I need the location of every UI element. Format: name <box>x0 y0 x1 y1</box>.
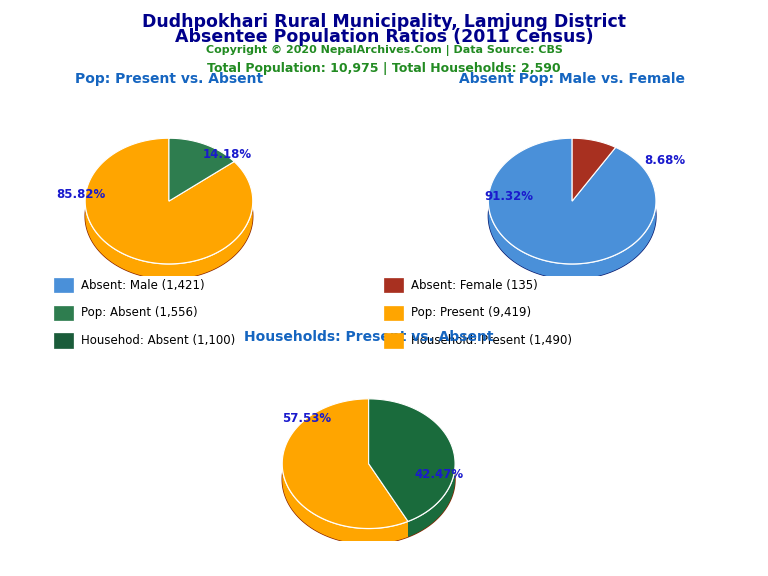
Polygon shape <box>572 138 616 162</box>
Text: 8.68%: 8.68% <box>644 154 685 168</box>
Text: Copyright © 2020 NepalArchives.Com | Data Source: CBS: Copyright © 2020 NepalArchives.Com | Dat… <box>206 45 562 56</box>
Text: Absent Pop: Male vs. Female: Absent Pop: Male vs. Female <box>459 73 685 86</box>
Polygon shape <box>85 138 253 264</box>
Text: Pop: Present (9,419): Pop: Present (9,419) <box>411 306 531 319</box>
Text: Dudhpokhari Rural Municipality, Lamjung District: Dudhpokhari Rural Municipality, Lamjung … <box>142 13 626 31</box>
Polygon shape <box>488 138 656 264</box>
Polygon shape <box>169 138 234 177</box>
Polygon shape <box>488 153 656 279</box>
Polygon shape <box>369 399 455 537</box>
Text: Household: Present (1,490): Household: Present (1,490) <box>411 334 572 347</box>
Polygon shape <box>488 138 656 264</box>
Polygon shape <box>283 399 408 544</box>
Polygon shape <box>283 399 455 528</box>
Text: Househod: Absent (1,100): Househod: Absent (1,100) <box>81 334 235 347</box>
Text: Pop: Present vs. Absent: Pop: Present vs. Absent <box>75 73 263 86</box>
Polygon shape <box>169 138 234 201</box>
Text: 57.53%: 57.53% <box>282 412 331 425</box>
Text: Households: Present vs. Absent: Households: Present vs. Absent <box>244 330 493 344</box>
Polygon shape <box>85 138 253 264</box>
Polygon shape <box>85 153 253 279</box>
Polygon shape <box>283 415 455 544</box>
Text: Absent: Male (1,421): Absent: Male (1,421) <box>81 279 204 291</box>
Polygon shape <box>369 399 455 521</box>
Text: Pop: Absent (1,556): Pop: Absent (1,556) <box>81 306 197 319</box>
Text: Absentee Population Ratios (2011 Census): Absentee Population Ratios (2011 Census) <box>174 28 594 46</box>
Text: Total Population: 10,975 | Total Households: 2,590: Total Population: 10,975 | Total Househo… <box>207 62 561 75</box>
Text: 14.18%: 14.18% <box>203 149 252 161</box>
Polygon shape <box>85 138 253 279</box>
Polygon shape <box>488 138 656 279</box>
Text: 85.82%: 85.82% <box>56 188 106 201</box>
Text: Absent: Female (135): Absent: Female (135) <box>411 279 538 291</box>
Polygon shape <box>283 399 408 528</box>
Text: 42.47%: 42.47% <box>415 468 464 480</box>
Polygon shape <box>572 138 616 201</box>
Text: 91.32%: 91.32% <box>485 191 534 203</box>
